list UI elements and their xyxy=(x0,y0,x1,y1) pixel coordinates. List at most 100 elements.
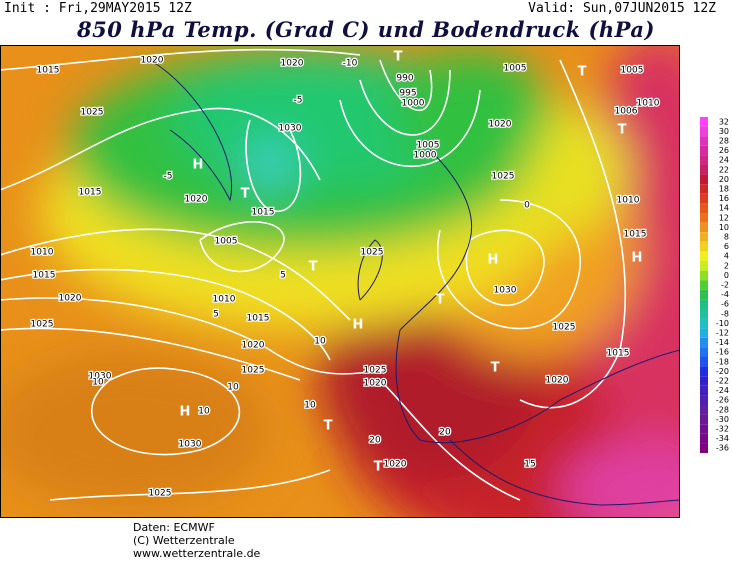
map-label: 1005 xyxy=(621,66,644,76)
colorbar-swatch xyxy=(700,424,708,434)
map-label: 5 xyxy=(280,271,286,281)
map-label: 1025 xyxy=(242,366,265,376)
colorbar-label: 18 xyxy=(719,185,729,194)
colorbar-label: 30 xyxy=(719,127,729,136)
colorbar-swatch xyxy=(700,347,708,357)
map-label: 1006 xyxy=(615,107,638,117)
colorbar-swatch xyxy=(700,328,708,338)
colorbar-swatch xyxy=(700,241,708,252)
map-label: 1015 xyxy=(624,230,647,240)
map-label: 1015 xyxy=(607,349,630,359)
colorbar-label: 14 xyxy=(719,204,729,213)
map-label: 1015 xyxy=(37,66,60,76)
map-label: -5 xyxy=(164,172,173,182)
colorbar-label: -24 xyxy=(716,386,729,395)
map-label: 1025 xyxy=(553,323,576,333)
colorbar-label: -32 xyxy=(716,425,729,434)
map-label: 1010 xyxy=(617,196,640,206)
colorbar-label: 16 xyxy=(719,194,729,203)
colorbar-label: -22 xyxy=(716,377,729,386)
colorbar-label: -10 xyxy=(716,319,729,328)
colorbar-swatch xyxy=(700,213,708,223)
colorbar-label: -36 xyxy=(716,444,729,453)
map-label: 995 xyxy=(399,89,416,99)
valid-time: Valid: Sun,07JUN2015 12Z xyxy=(528,1,716,16)
colorbar-swatch xyxy=(700,366,708,377)
map-frame xyxy=(0,45,680,518)
map-label: T xyxy=(436,293,445,308)
colorbar-swatch xyxy=(700,309,708,319)
map-label: T xyxy=(394,50,403,65)
colorbar-swatch xyxy=(700,165,708,175)
map-label: -5 xyxy=(294,96,303,106)
colorbar-label: -12 xyxy=(716,329,729,338)
map-label: 1030 xyxy=(179,440,202,450)
map-label: H xyxy=(180,405,191,420)
colorbar-swatch xyxy=(700,443,708,453)
map-label: 1010 xyxy=(31,248,54,258)
map-label: 1020 xyxy=(59,294,82,304)
map-label: 10 xyxy=(314,337,326,347)
colorbar-swatch xyxy=(700,270,708,281)
map-label: 1005 xyxy=(215,237,238,247)
colorbar-label: 20 xyxy=(719,175,729,184)
colorbar-swatch xyxy=(700,126,708,137)
map-label: 1015 xyxy=(33,271,56,281)
map-label: 1030 xyxy=(89,372,112,382)
map-label: 20 xyxy=(439,428,451,438)
colorbar-label: -18 xyxy=(716,357,729,366)
colorbar-label: 4 xyxy=(724,252,729,261)
map-label: T xyxy=(309,260,318,275)
map-label: 1005 xyxy=(504,64,527,74)
colorbar-label: 12 xyxy=(719,213,729,222)
colorbar-swatch xyxy=(700,337,708,348)
map-label: 1020 xyxy=(384,460,407,470)
map-label: H xyxy=(353,318,364,333)
map-label: 20 xyxy=(369,436,381,446)
map-label: 0 xyxy=(524,201,530,211)
colorbar-label: 10 xyxy=(719,223,729,232)
colorbar-label: -2 xyxy=(721,281,729,290)
colorbar-label: -30 xyxy=(716,415,729,424)
colorbar-label: 32 xyxy=(719,117,729,126)
colorbar-swatch xyxy=(700,280,708,290)
map-label: 5 xyxy=(213,310,219,320)
colorbar-swatch xyxy=(700,203,708,213)
colorbar-label: -8 xyxy=(721,309,729,318)
colorbar-swatch xyxy=(700,155,708,165)
colorbar-swatch xyxy=(700,299,708,309)
colorbar-swatch xyxy=(700,289,708,300)
map-label: 1025 xyxy=(492,172,515,182)
map-label: 1020 xyxy=(141,56,164,66)
coastlines xyxy=(149,59,680,506)
map-label: 1020 xyxy=(546,376,569,386)
colorbar-swatch xyxy=(700,193,708,204)
map-label: 1020 xyxy=(281,59,304,69)
map-label: 1025 xyxy=(364,366,387,376)
colorbar-label: -28 xyxy=(716,405,729,414)
website: www.wetterzentrale.de xyxy=(133,547,261,560)
map-label: 1010 xyxy=(637,99,660,109)
colorbar-label: 6 xyxy=(724,242,729,251)
map-label: T xyxy=(578,65,587,80)
map-label: 10 xyxy=(92,378,104,388)
map-label: 1000 xyxy=(414,151,437,161)
map-label: 15 xyxy=(524,460,535,470)
isobars xyxy=(0,48,627,501)
map-label: 1020 xyxy=(364,379,387,389)
colorbar-label: 2 xyxy=(724,261,729,270)
colorbar-swatch xyxy=(700,414,708,425)
map-label: 1020 xyxy=(185,195,208,205)
map-label: 1020 xyxy=(242,341,265,351)
map-label: T xyxy=(241,187,250,202)
map-label: 1005 xyxy=(417,141,440,151)
map-label: 1025 xyxy=(31,320,54,330)
colorbar-label: 28 xyxy=(719,137,729,146)
colorbar-swatch xyxy=(700,395,708,405)
map-label: 990 xyxy=(396,74,413,84)
colorbar-swatch xyxy=(700,117,708,127)
colorbar-label: 22 xyxy=(719,165,729,174)
colorbar-label: -26 xyxy=(716,396,729,405)
map-label: T xyxy=(374,460,383,475)
